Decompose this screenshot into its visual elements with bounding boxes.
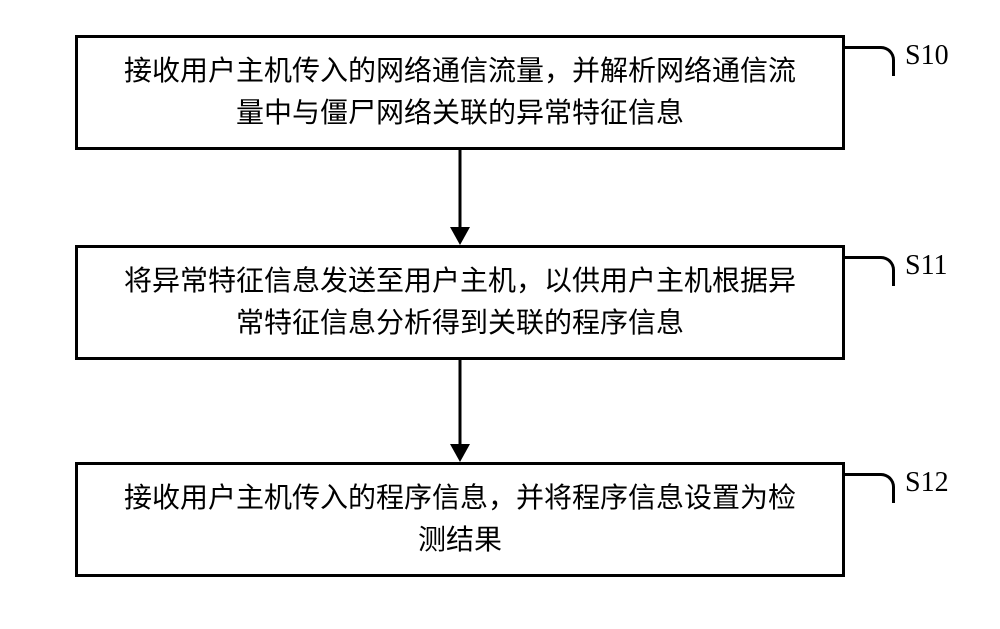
flow-node-text: 接收用户主机传入的网络通信流量，并解析网络通信流量中与僵尸网络关联的异常特征信息	[124, 51, 796, 135]
flow-node-text: 将异常特征信息发送至用户主机，以供用户主机根据异常特征信息分析得到关联的程序信息	[124, 261, 796, 345]
step-label-s11: S11	[905, 250, 948, 282]
arrow-s10-s11	[460, 150, 461, 245]
step-label-s10: S10	[905, 40, 949, 72]
flowchart-canvas: 接收用户主机传入的网络通信流量，并解析网络通信流量中与僵尸网络关联的异常特征信息…	[0, 0, 1000, 629]
flow-node-s10: 接收用户主机传入的网络通信流量，并解析网络通信流量中与僵尸网络关联的异常特征信息	[75, 35, 845, 150]
flow-node-s12: 接收用户主机传入的程序信息，并将程序信息设置为检测结果	[75, 462, 845, 577]
step-label-s12: S12	[905, 467, 949, 499]
brace-s12	[845, 473, 895, 503]
brace-s11	[845, 256, 895, 286]
flow-node-s11: 将异常特征信息发送至用户主机，以供用户主机根据异常特征信息分析得到关联的程序信息	[75, 245, 845, 360]
brace-s10	[845, 46, 895, 76]
flow-node-text: 接收用户主机传入的程序信息，并将程序信息设置为检测结果	[124, 478, 796, 562]
arrow-s11-s12	[460, 360, 461, 462]
